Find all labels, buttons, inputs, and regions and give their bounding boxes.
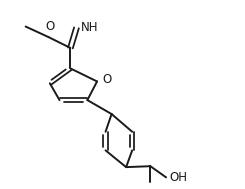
Text: OH: OH — [170, 171, 188, 184]
Text: O: O — [102, 73, 111, 86]
Text: NH: NH — [81, 21, 98, 34]
Text: O: O — [45, 20, 54, 33]
